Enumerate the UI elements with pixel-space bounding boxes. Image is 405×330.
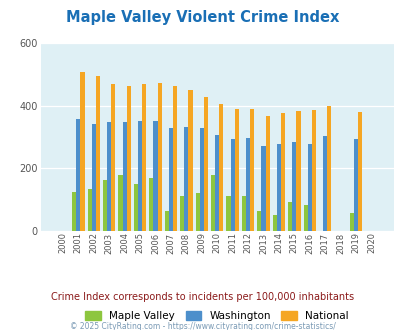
Bar bbox=[261, 147, 265, 231]
Text: © 2025 CityRating.com - https://www.cityrating.com/crime-statistics/: © 2025 CityRating.com - https://www.city… bbox=[70, 322, 335, 330]
Bar bbox=[80, 72, 84, 231]
Bar bbox=[276, 144, 280, 231]
Bar bbox=[272, 215, 276, 231]
Legend: Maple Valley, Washington, National: Maple Valley, Washington, National bbox=[82, 308, 351, 324]
Bar bbox=[234, 109, 238, 231]
Bar bbox=[203, 96, 207, 231]
Bar bbox=[76, 119, 80, 231]
Bar bbox=[353, 139, 357, 231]
Bar bbox=[87, 189, 92, 231]
Bar bbox=[107, 122, 111, 231]
Bar bbox=[349, 213, 353, 231]
Bar bbox=[118, 175, 122, 231]
Bar bbox=[322, 136, 326, 231]
Bar bbox=[180, 196, 184, 231]
Bar bbox=[219, 104, 223, 231]
Bar bbox=[280, 114, 284, 231]
Bar bbox=[215, 135, 219, 231]
Bar bbox=[296, 111, 300, 231]
Bar bbox=[138, 121, 142, 231]
Bar bbox=[103, 180, 107, 231]
Bar bbox=[199, 128, 203, 231]
Bar bbox=[184, 127, 188, 231]
Bar bbox=[211, 175, 215, 231]
Bar bbox=[195, 193, 199, 231]
Bar bbox=[168, 128, 173, 231]
Bar bbox=[164, 211, 168, 231]
Text: Crime Index corresponds to incidents per 100,000 inhabitants: Crime Index corresponds to incidents per… bbox=[51, 292, 354, 302]
Bar bbox=[134, 184, 138, 231]
Bar bbox=[245, 138, 249, 231]
Bar bbox=[126, 86, 130, 231]
Bar bbox=[173, 85, 177, 231]
Bar bbox=[292, 142, 296, 231]
Bar bbox=[257, 211, 261, 231]
Bar bbox=[188, 90, 192, 231]
Text: Maple Valley Violent Crime Index: Maple Valley Violent Crime Index bbox=[66, 10, 339, 25]
Bar bbox=[307, 144, 311, 231]
Bar bbox=[249, 109, 254, 231]
Bar bbox=[111, 84, 115, 231]
Bar bbox=[303, 205, 307, 231]
Bar bbox=[149, 178, 153, 231]
Bar bbox=[288, 202, 292, 231]
Bar bbox=[357, 112, 361, 231]
Bar bbox=[241, 196, 245, 231]
Bar bbox=[311, 110, 315, 231]
Bar bbox=[122, 122, 126, 231]
Bar bbox=[326, 106, 330, 231]
Bar bbox=[142, 84, 146, 231]
Bar bbox=[265, 115, 269, 231]
Bar bbox=[153, 121, 157, 231]
Bar bbox=[157, 83, 161, 231]
Bar bbox=[226, 196, 230, 231]
Bar bbox=[92, 124, 96, 231]
Bar bbox=[72, 192, 76, 231]
Bar bbox=[230, 140, 234, 231]
Bar bbox=[96, 76, 100, 231]
